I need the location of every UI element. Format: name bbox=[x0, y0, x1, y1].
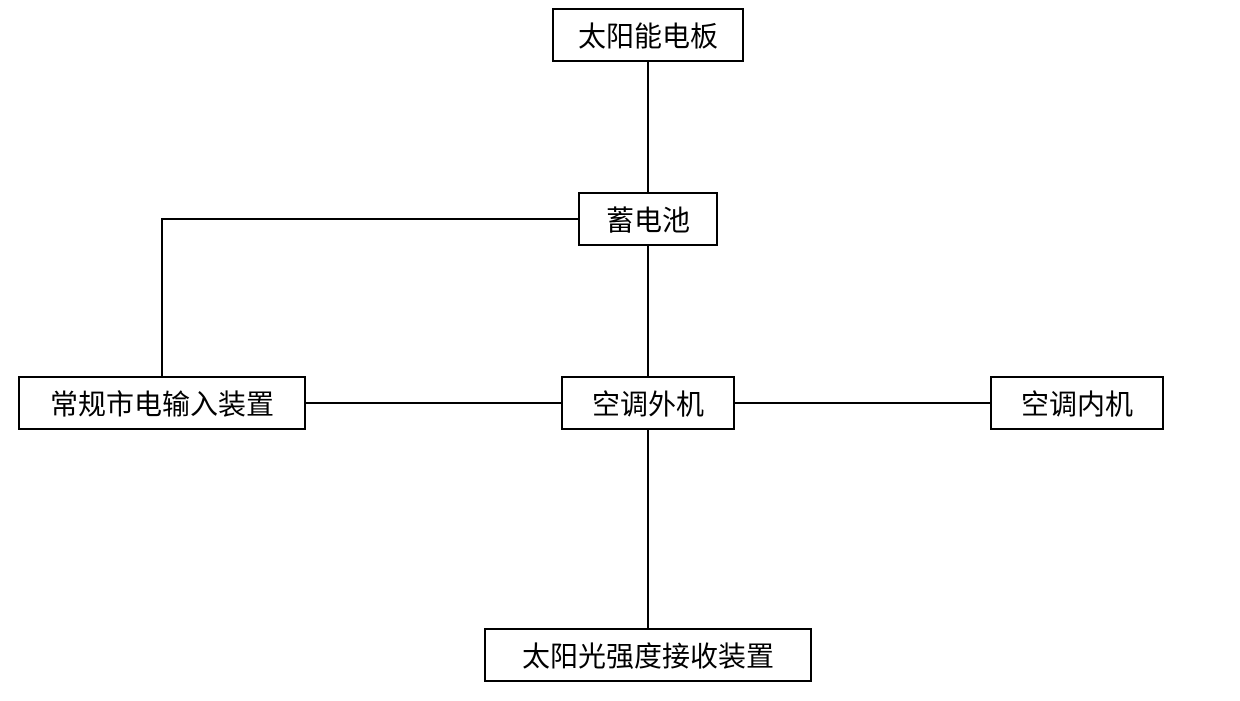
node-label-outdoor-unit: 空调外机 bbox=[574, 375, 722, 431]
edge-battery-to-mains-v bbox=[161, 218, 163, 376]
node-indoor-unit: 空调内机 bbox=[990, 376, 1164, 430]
node-battery: 蓄电池 bbox=[578, 192, 718, 246]
edge-solar-to-battery bbox=[647, 62, 649, 192]
edge-outdoor-to-indoor bbox=[735, 402, 990, 404]
diagram-container: 太阳能电板 蓄电池 常规市电输入装置 空调外机 空调内机 太阳光强度接收装置 bbox=[0, 0, 1240, 701]
node-mains-input: 常规市电输入装置 bbox=[18, 376, 306, 430]
node-label-mains-input: 常规市电输入装置 bbox=[32, 375, 292, 431]
edge-outdoor-to-sunlight bbox=[647, 430, 649, 628]
node-solar-panel: 太阳能电板 bbox=[552, 8, 744, 62]
edge-battery-to-outdoor bbox=[647, 246, 649, 376]
node-label-indoor-unit: 空调内机 bbox=[1003, 375, 1151, 431]
edge-mains-to-outdoor bbox=[306, 402, 561, 404]
node-outdoor-unit: 空调外机 bbox=[561, 376, 735, 430]
edge-battery-to-mains-h bbox=[161, 218, 578, 220]
node-label-sunlight-receiver: 太阳光强度接收装置 bbox=[504, 627, 792, 683]
node-label-battery: 蓄电池 bbox=[588, 191, 708, 247]
node-sunlight-receiver: 太阳光强度接收装置 bbox=[484, 628, 812, 682]
node-label-solar-panel: 太阳能电板 bbox=[560, 7, 736, 63]
